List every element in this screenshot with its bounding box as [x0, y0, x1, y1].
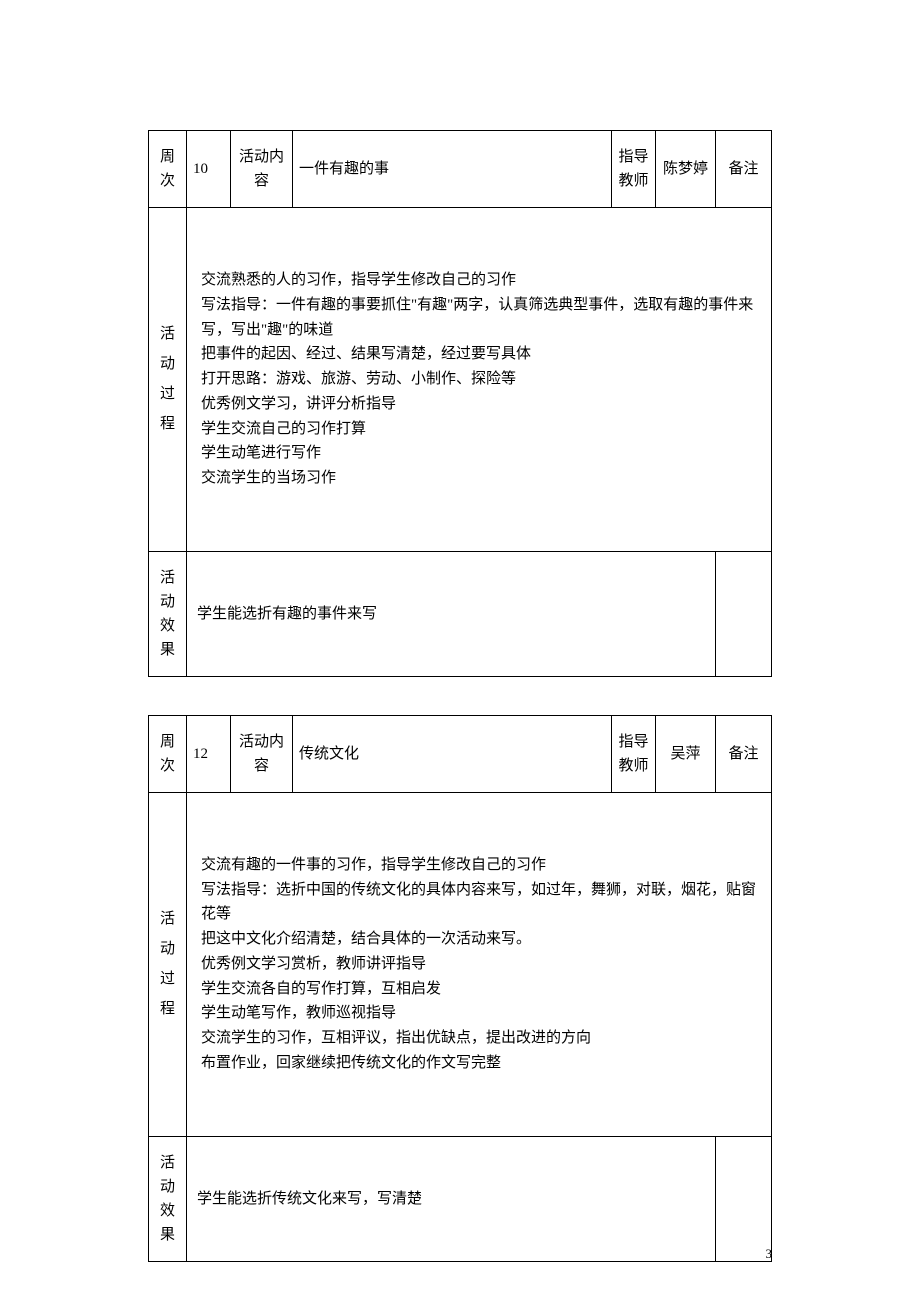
table-header-row: 周次 10 活动内容 一件有趣的事 指导教师 陈梦婷 备注 [149, 131, 772, 208]
process-content: 交流熟悉的人的习作，指导学生修改自己的习作写法指导：一件有趣的事要抓住"有趣"两… [187, 208, 772, 552]
week-value: 12 [187, 715, 231, 792]
lesson-table-1: 周次 10 活动内容 一件有趣的事 指导教师 陈梦婷 备注 活动过程 交流熟悉的… [148, 130, 772, 677]
effect-row: 活动效果 学生能选折传统文化来写，写清楚 [149, 1136, 772, 1261]
content-label: 活动内容 [231, 715, 293, 792]
effect-remark [716, 1136, 772, 1261]
process-content: 交流有趣的一件事的习作，指导学生修改自己的习作写法指导：选折中国的传统文化的具体… [187, 792, 772, 1136]
week-label: 周次 [149, 715, 187, 792]
effect-value: 学生能选折有趣的事件来写 [187, 551, 716, 676]
table-header-row: 周次 12 活动内容 传统文化 指导教师 吴萍 备注 [149, 715, 772, 792]
remark-label: 备注 [716, 131, 772, 208]
teacher-label: 指导教师 [612, 715, 656, 792]
effect-label: 活动效果 [149, 551, 187, 676]
process-label: 活动过程 [149, 792, 187, 1136]
effect-row: 活动效果 学生能选折有趣的事件来写 [149, 551, 772, 676]
teacher-value: 陈梦婷 [656, 131, 716, 208]
effect-remark [716, 551, 772, 676]
process-row: 活动过程 交流熟悉的人的习作，指导学生修改自己的习作写法指导：一件有趣的事要抓住… [149, 208, 772, 552]
process-row: 活动过程 交流有趣的一件事的习作，指导学生修改自己的习作写法指导：选折中国的传统… [149, 792, 772, 1136]
teacher-value: 吴萍 [656, 715, 716, 792]
lesson-table-2: 周次 12 活动内容 传统文化 指导教师 吴萍 备注 活动过程 交流有趣的一件事… [148, 715, 772, 1262]
effect-label: 活动效果 [149, 1136, 187, 1261]
week-value: 10 [187, 131, 231, 208]
process-label: 活动过程 [149, 208, 187, 552]
week-label: 周次 [149, 131, 187, 208]
effect-value: 学生能选折传统文化来写，写清楚 [187, 1136, 716, 1261]
content-value: 传统文化 [293, 715, 612, 792]
remark-label: 备注 [716, 715, 772, 792]
content-label: 活动内容 [231, 131, 293, 208]
teacher-label: 指导教师 [612, 131, 656, 208]
content-value: 一件有趣的事 [293, 131, 612, 208]
page-number: 3 [766, 1246, 773, 1262]
